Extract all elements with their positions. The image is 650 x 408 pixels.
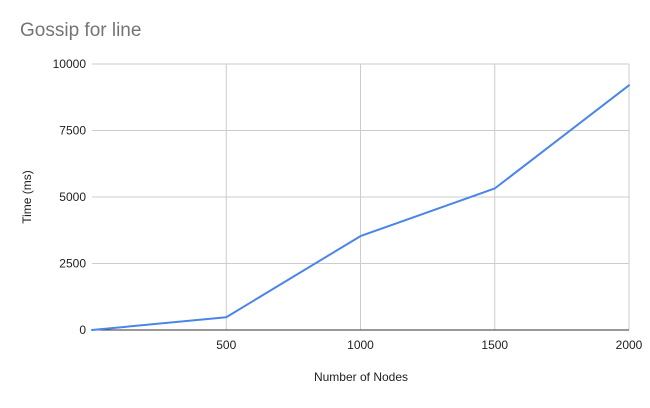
- y-tick-label: 7500: [59, 124, 86, 138]
- series-line: [91, 84, 630, 331]
- y-tick-label: 2500: [59, 257, 86, 271]
- y-axis-title: Time (ms): [20, 170, 34, 224]
- series-layer: [91, 84, 630, 331]
- x-tick-label: 1000: [347, 338, 374, 352]
- y-tick-label: 10000: [53, 57, 87, 71]
- tick-labels: 0 2500 5000 7500 10000 500 1000 1500 2000: [53, 57, 643, 352]
- grid-lines: [92, 63, 630, 330]
- y-tick-label: 5000: [59, 190, 86, 204]
- x-tick-label: 500: [216, 338, 236, 352]
- x-tick-label: 2000: [616, 338, 643, 352]
- x-axis-title: Number of Nodes: [314, 370, 408, 384]
- y-tick-label: 0: [79, 323, 86, 337]
- chart-title: Gossip for line: [20, 20, 142, 41]
- x-tick-label: 1500: [481, 338, 508, 352]
